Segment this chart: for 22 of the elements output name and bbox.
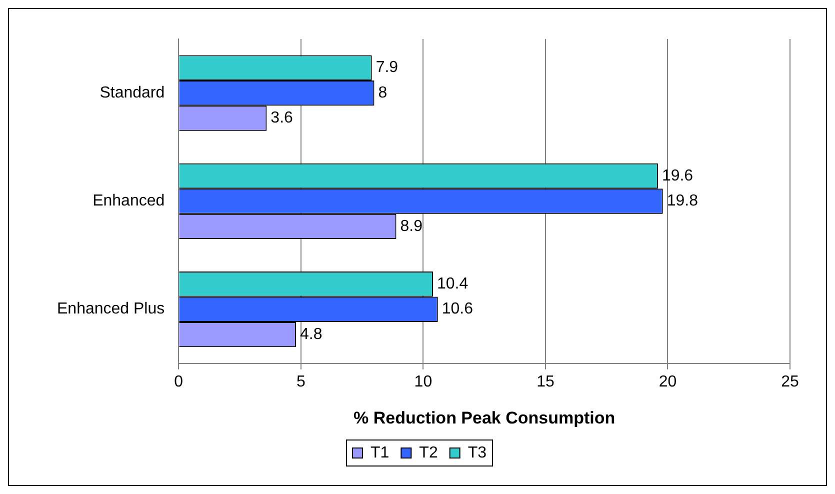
y-tick-label: Enhanced Plus (56, 300, 165, 318)
data-label: 8 (378, 84, 388, 102)
y-tick-label: Standard (100, 84, 165, 102)
data-label: 19.6 (662, 167, 694, 184)
data-label: 8.9 (400, 218, 423, 235)
data-label: 3.6 (270, 110, 294, 127)
x-tick-label: 5 (296, 373, 306, 390)
y-tick-label: Enhanced (92, 192, 165, 210)
data-label: 10.4 (436, 276, 468, 293)
x-tick-label: 0 (174, 373, 184, 390)
legend-label: T3 (468, 444, 487, 462)
x-tick-label: 20 (658, 373, 677, 390)
data-label: 7.9 (376, 59, 398, 76)
x-axis-title: % Reduction Peak Consumption (353, 408, 616, 428)
legend-label: T2 (419, 444, 438, 462)
data-label: 19.8 (666, 192, 698, 210)
x-tick-label: 10 (414, 373, 432, 390)
data-label: 4.8 (300, 326, 322, 343)
legend-label: T1 (370, 444, 390, 462)
x-tick-label: 25 (781, 373, 799, 390)
x-tick-label: 15 (536, 373, 554, 390)
data-label: 10.6 (442, 300, 474, 318)
